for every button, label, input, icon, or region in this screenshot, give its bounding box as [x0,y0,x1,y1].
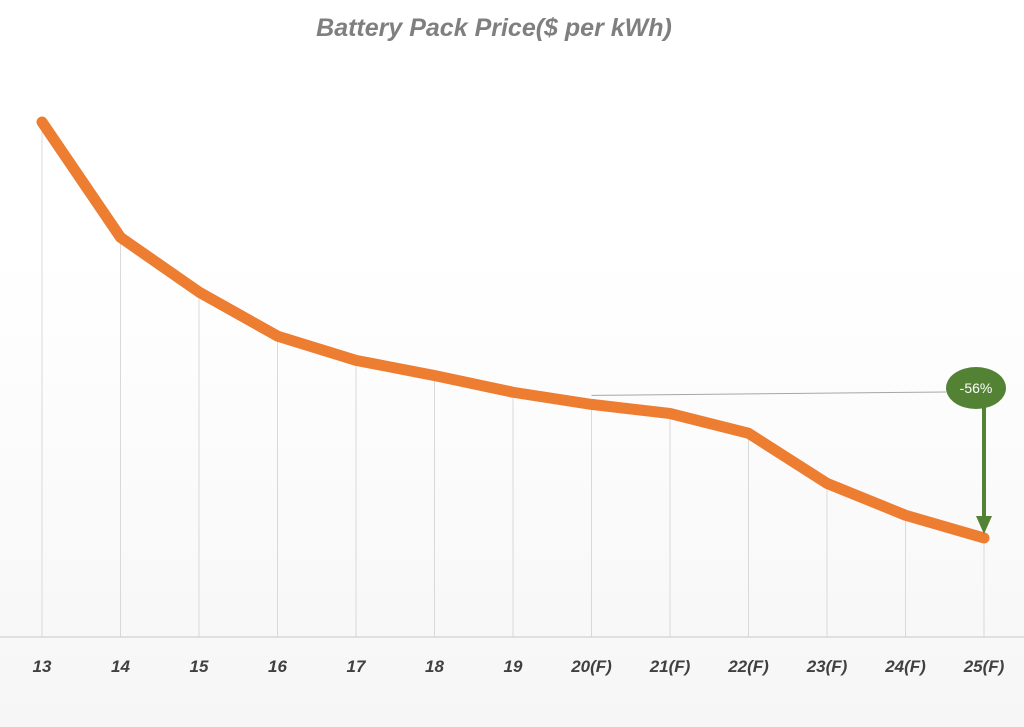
data-point [37,117,47,127]
data-point [194,287,204,298]
percent-change-annotation: -56% [591,367,1006,534]
data-point [822,478,832,489]
series-line-layer [36,116,990,544]
x-tick-label: 13 [33,657,52,676]
x-tick-label: 19 [504,657,523,676]
data-point [743,428,754,439]
x-tick-label: 18 [425,657,444,676]
chart-title: Battery Pack Price($ per kWh) [316,14,672,42]
x-axis-tick-labels: 13 14 15 16 17 18 19 20(F) 21(F) 22(F) 23(F) 24(F) 2… [33,657,1005,676]
x-tick-label: 23(F) [806,657,848,676]
annotation-badge-label: -56% [960,380,993,396]
x-tick-label: 14 [111,657,130,676]
annotation-arrow-head [976,516,992,534]
x-tick-label: 25(F) [963,657,1005,676]
x-tick-label: 17 [347,657,367,676]
data-point [900,510,911,521]
data-point [665,408,675,419]
data-point [351,355,361,366]
x-tick-label: 20(F) [570,657,612,676]
x-tick-label: 15 [190,657,209,676]
x-tick-label: 22(F) [727,657,769,676]
data-point [979,533,989,543]
data-point [586,399,597,410]
data-point [508,387,518,398]
x-tick-label: 24(F) [884,657,926,676]
data-point [272,331,283,342]
annotation-leader-line [591,391,947,396]
data-point [429,370,440,381]
annotation-badge [946,367,1006,409]
gridlines [41,122,985,637]
data-point [115,232,126,243]
x-tick-label: 16 [268,657,287,676]
x-tick-label: 21(F) [649,657,691,676]
